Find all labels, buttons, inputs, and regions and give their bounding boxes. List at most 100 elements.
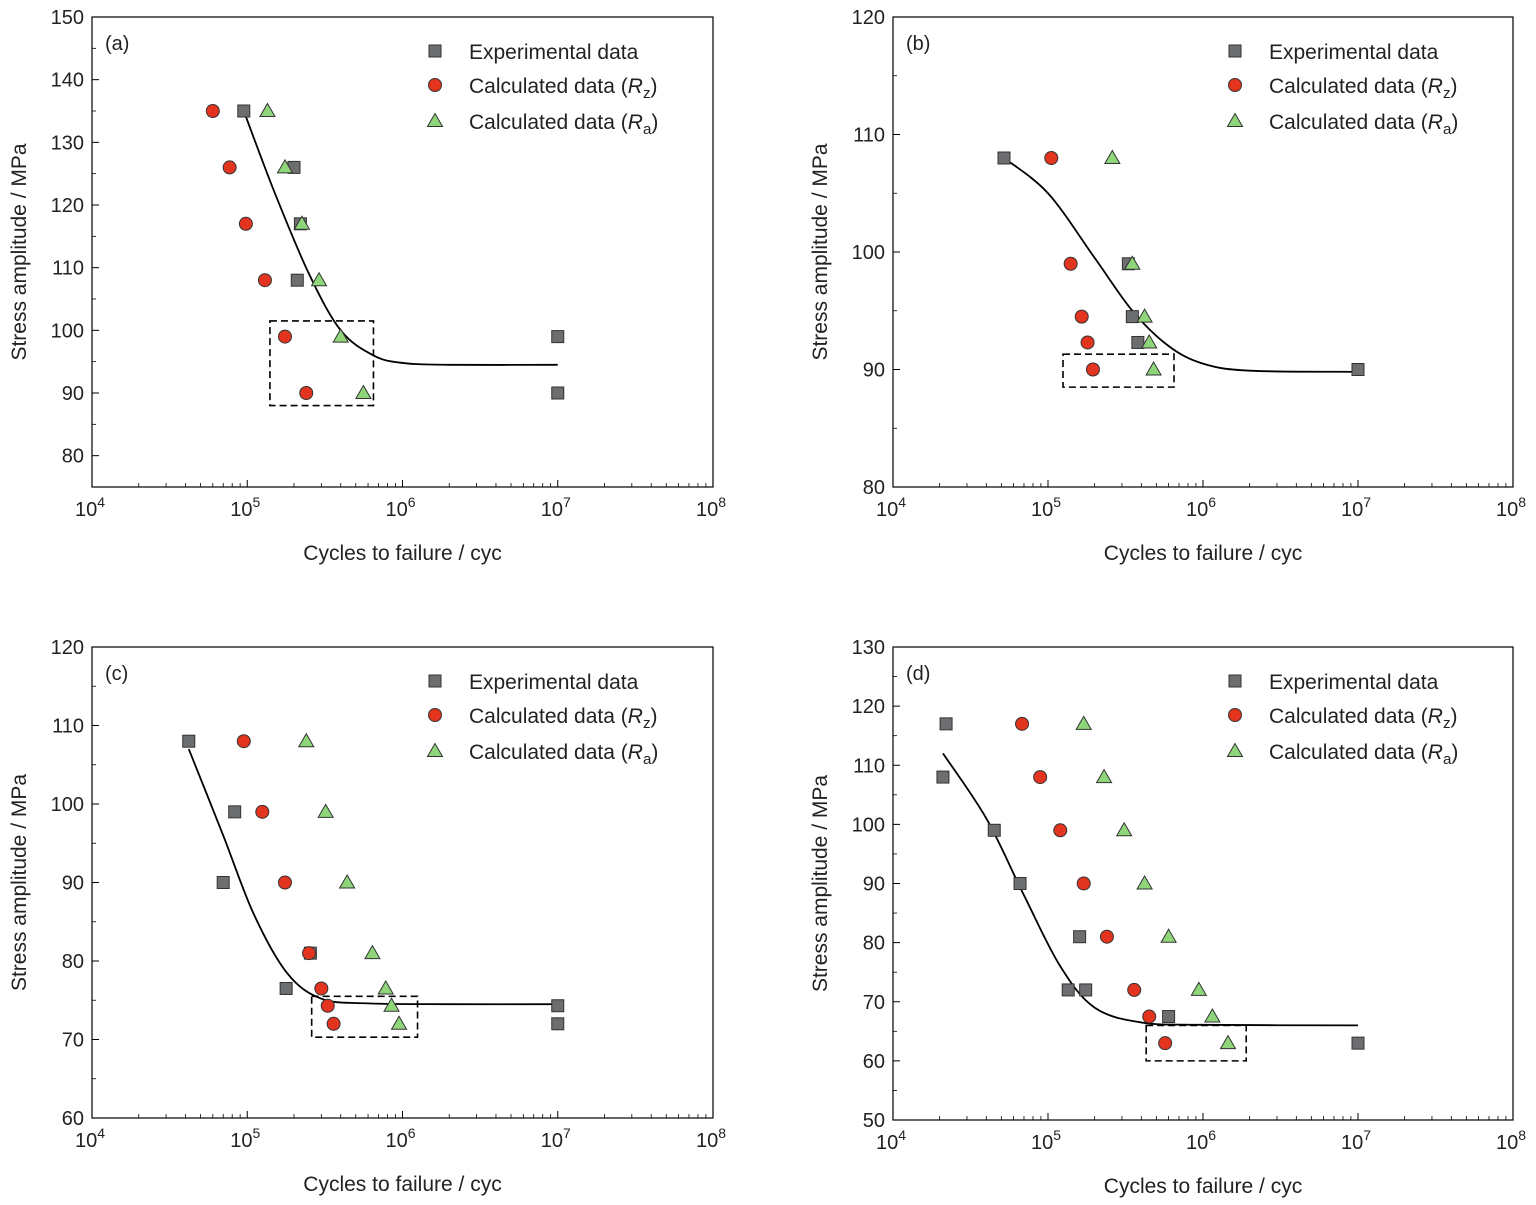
data-point-square bbox=[997, 151, 1011, 165]
data-point-circle bbox=[302, 946, 317, 961]
y-tick-label: 60 bbox=[62, 1108, 84, 1130]
legend: Experimental data Calculated data (Rz) Cal… bbox=[1226, 671, 1458, 768]
x-tick-label: 105 bbox=[230, 1125, 260, 1152]
data-point-square bbox=[1162, 1010, 1176, 1024]
data-point-triangle bbox=[317, 803, 335, 818]
y-axis-label: Stress amplitude / MPa bbox=[809, 775, 832, 992]
data-point-triangle bbox=[1140, 333, 1158, 349]
y-axis-label: Stress amplitude / MPa bbox=[8, 143, 31, 360]
y-tick-label: 130 bbox=[51, 132, 84, 154]
y-tick-label: 80 bbox=[62, 951, 84, 973]
series-calculated-ra bbox=[1103, 149, 1162, 376]
data-point-square bbox=[1013, 877, 1027, 890]
data-point-square bbox=[551, 999, 565, 1013]
y-tick-label: 100 bbox=[51, 794, 84, 816]
x-tick-label: 107 bbox=[1341, 494, 1371, 521]
data-point-square bbox=[551, 1017, 565, 1031]
y-tick-label: 70 bbox=[863, 992, 885, 1014]
y-tick-label: 80 bbox=[863, 933, 885, 955]
series-calculated-rz bbox=[236, 734, 341, 1031]
x-tick-label: 106 bbox=[1186, 1127, 1216, 1154]
data-point-triangle bbox=[1204, 1008, 1221, 1023]
legend-label: Calculated data (Rz) bbox=[1269, 75, 1458, 102]
data-point-triangle bbox=[355, 384, 372, 399]
legend-label: Experimental data bbox=[1269, 41, 1439, 64]
data-point-square bbox=[279, 981, 293, 995]
x-tick-label: 108 bbox=[696, 1125, 726, 1152]
data-point-square bbox=[290, 273, 304, 287]
highlight-box bbox=[310, 995, 419, 1038]
data-point-square bbox=[1079, 983, 1093, 997]
x-tick-label: 104 bbox=[75, 494, 105, 521]
legend-marker-square bbox=[428, 44, 442, 58]
data-point-circle bbox=[1076, 876, 1091, 891]
y-tick-label: 120 bbox=[852, 7, 885, 29]
x-tick-label: 108 bbox=[696, 494, 726, 521]
y-tick-label: 120 bbox=[51, 637, 84, 659]
data-point-triangle bbox=[364, 944, 381, 960]
legend-marker-circle bbox=[1228, 708, 1242, 722]
data-point-square bbox=[1351, 363, 1365, 376]
legend-label: Experimental data bbox=[469, 671, 639, 694]
data-point-square bbox=[936, 770, 950, 784]
data-point-circle bbox=[1127, 982, 1142, 997]
x-tick-label: 104 bbox=[876, 1127, 906, 1154]
series-calculated-rz bbox=[205, 104, 314, 400]
data-point-triangle bbox=[332, 328, 350, 343]
series-experimental bbox=[997, 151, 1365, 376]
data-point-square bbox=[237, 104, 251, 118]
highlight-box bbox=[269, 320, 375, 407]
data-point-square bbox=[551, 330, 565, 344]
data-point-square bbox=[1061, 983, 1075, 997]
y-tick-label: 50 bbox=[863, 1110, 885, 1132]
data-point-triangle bbox=[293, 215, 311, 230]
legend-label: Calculated data (Ra) bbox=[469, 111, 658, 138]
y-tick-label: 100 bbox=[852, 242, 885, 264]
data-point-circle bbox=[277, 875, 292, 890]
chart-panel-c: 104 105 106 107 108 60 70 80 90 100 110 120 Cycles t… bbox=[8, 637, 726, 1196]
data-point-square bbox=[551, 386, 565, 400]
legend-marker-circle bbox=[1228, 78, 1242, 92]
legend-label: Calculated data (Ra) bbox=[469, 741, 658, 768]
data-point-triangle bbox=[1136, 874, 1153, 890]
data-point-triangle bbox=[1219, 1034, 1237, 1050]
data-point-circle bbox=[1142, 1009, 1157, 1024]
x-axis-label: Cycles to failure / cyc bbox=[1104, 1175, 1302, 1198]
legend: Experimental data Calculated data (Rz) Cal… bbox=[1226, 41, 1458, 138]
series-experimental bbox=[237, 104, 565, 400]
fit-curve bbox=[187, 748, 558, 1006]
x-tick-label: 108 bbox=[1496, 494, 1526, 521]
data-point-triangle bbox=[390, 1015, 408, 1030]
data-point-triangle bbox=[310, 271, 328, 287]
chart-panel-a: 104 105 106 107 108 80 90 100 110 120 130 140 150 Cyc… bbox=[8, 7, 726, 565]
y-tick-label: 150 bbox=[51, 7, 84, 29]
data-point-triangle bbox=[1123, 255, 1141, 270]
fit-curve bbox=[242, 110, 558, 366]
x-tick-label: 108 bbox=[1496, 1127, 1526, 1154]
data-point-circle bbox=[236, 734, 251, 749]
data-point-circle bbox=[1085, 362, 1100, 377]
y-tick-label: 130 bbox=[852, 637, 885, 659]
legend-marker-triangle bbox=[426, 742, 444, 757]
data-point-circle bbox=[277, 329, 292, 344]
highlight-box bbox=[1062, 353, 1175, 388]
y-tick-label: 80 bbox=[62, 446, 84, 468]
y-tick-label: 90 bbox=[62, 383, 84, 405]
legend-label: Calculated data (Ra) bbox=[1269, 111, 1458, 138]
series-calculated-ra bbox=[297, 732, 408, 1030]
legend-label: Experimental data bbox=[1269, 671, 1439, 694]
legend-marker-circle bbox=[428, 708, 442, 722]
data-point-circle bbox=[299, 386, 314, 400]
data-point-circle bbox=[1063, 256, 1078, 271]
y-tick-label: 90 bbox=[62, 873, 84, 895]
data-point-square bbox=[1351, 1036, 1365, 1050]
fit-curve bbox=[1003, 157, 1359, 373]
panel-label: (d) bbox=[906, 663, 930, 685]
legend-label: Calculated data (Ra) bbox=[1269, 741, 1458, 768]
panel-label: (b) bbox=[906, 33, 930, 55]
y-tick-label: 110 bbox=[52, 258, 84, 280]
data-point-triangle bbox=[1160, 928, 1177, 943]
data-point-triangle bbox=[297, 732, 315, 748]
data-point-square bbox=[216, 876, 230, 889]
data-point-triangle bbox=[1115, 821, 1133, 837]
